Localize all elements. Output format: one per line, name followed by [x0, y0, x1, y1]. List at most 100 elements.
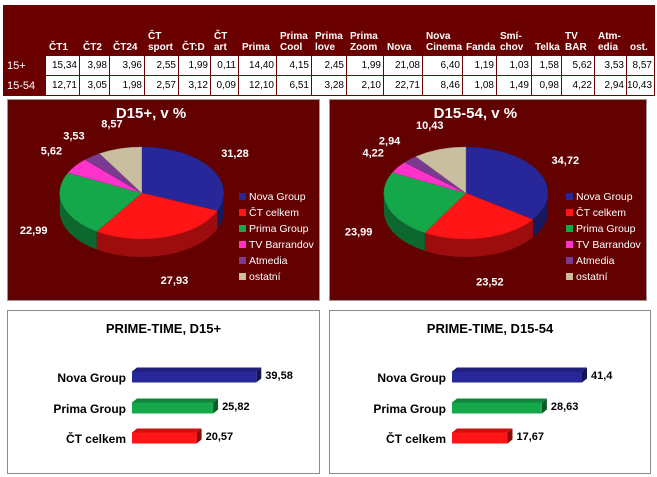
pie-value-label: 23,99 [345, 227, 373, 239]
legend-swatch [239, 225, 246, 232]
legend-label: Nova Group [249, 191, 306, 203]
column-header: ČT sport [144, 5, 179, 56]
table-corner-cell [3, 5, 46, 56]
pie-slices [59, 146, 224, 240]
table-cell: 1,03 [496, 55, 532, 76]
table-cell: 2,10 [346, 75, 384, 96]
bar-category-label: Nova Group [57, 371, 126, 385]
pie-side-walls [383, 193, 548, 257]
column-header: ČT:D [178, 5, 211, 56]
table-cell: 6,51 [276, 75, 312, 96]
pie-legend: Nova Group ČT celkem Prima Group TV Barrand… [566, 191, 642, 283]
pie-slice [99, 146, 142, 194]
table-cell: 0,11 [210, 55, 239, 76]
pie-chart-d15plus: D15+, v % 31,28 27,93 22,99 5,623,53 8,57 Nova… [20, 105, 315, 287]
legend-label: Atmedia [249, 255, 288, 267]
table-cell: 5,62 [561, 55, 595, 76]
legend-label: ČT celkem [576, 206, 626, 219]
table-header-row: ČT1 ČT2 ČT24 ČT sport ČT:D ČT art Prima … [3, 5, 655, 56]
bar-top-face [452, 398, 547, 403]
table-cell: 3,12 [178, 75, 211, 96]
pie-value-label: 4,22 [363, 148, 384, 160]
bar-value-label: 41,4 [591, 370, 613, 382]
legend-swatch [566, 225, 573, 232]
pie-side-walls [59, 193, 224, 257]
pie-panel-d15-54: D15-54, v % 34,72 23,52 23,99 4,22 2,94 10,43 N… [329, 99, 647, 301]
share-table: ČT1 ČT2 ČT24 ČT sport ČT:D ČT art Prima … [3, 5, 655, 96]
table-cell: 12,10 [238, 75, 277, 96]
bar-panel-prime-time-d15plus: PRIME-TIME, D15+ Nova Group 39,58 Prima Gro… [7, 310, 320, 474]
legend-label: ostatní [249, 271, 281, 283]
column-header: Prima love [311, 5, 347, 56]
legend-swatch [566, 193, 573, 200]
legend-swatch [239, 209, 246, 216]
pie-title: D15+, v % [116, 105, 186, 122]
pie-legend: Nova Group ČT celkem Prima Group TV Barrand… [239, 191, 315, 283]
table-cell: 4,22 [561, 75, 595, 96]
bar-value-label: 20,57 [206, 431, 234, 443]
table-cell: 10,43 [626, 75, 655, 96]
column-header: ČT art [210, 5, 239, 56]
bar [132, 432, 197, 444]
column-header: ČT24 [109, 5, 145, 56]
pie-title: D15-54, v % [434, 105, 517, 122]
legend-label: TV Barrandov [576, 239, 642, 251]
column-header: Atm-edia [594, 5, 627, 56]
pie-value-label: 27,93 [161, 275, 189, 287]
column-header: ost. [626, 5, 655, 56]
legend-swatch [566, 257, 573, 264]
pie-slice [383, 172, 467, 234]
bar-side-face [541, 398, 547, 414]
pie-value-label: 2,94 [379, 135, 401, 147]
table-cell: 21,08 [383, 55, 423, 76]
bar [132, 402, 214, 414]
bar-category-label: Nova Group [377, 371, 446, 385]
column-header: Nova Cinema [422, 5, 463, 56]
legend-swatch [239, 241, 246, 248]
table-cell: 3,96 [109, 55, 145, 76]
pie-slice [96, 192, 218, 240]
pie-slice [424, 192, 534, 240]
legend-swatch [239, 257, 246, 264]
bar-top-face [132, 398, 219, 403]
legend-swatch [239, 193, 246, 200]
table-cell: 4,15 [276, 55, 312, 76]
table-cell: 1,58 [531, 55, 562, 76]
pie-value-label: 34,72 [552, 155, 580, 167]
pie-slice-side [96, 210, 218, 257]
pie-value-label: 8,57 [101, 119, 122, 131]
bar-category-label: ČT celkem [386, 431, 446, 446]
bar-side-face [582, 367, 587, 383]
pie-value-label: 22,99 [20, 225, 48, 237]
pie-slice [141, 146, 224, 212]
legend-swatch [239, 273, 246, 280]
legend-label: Prima Group [249, 223, 309, 235]
bar-chart-prime-time-d15plus: PRIME-TIME, D15+ Nova Group 39,58 Prima Gro… [53, 321, 293, 446]
table-cell: 2,94 [594, 75, 627, 96]
pie-value-label: 5,62 [41, 145, 62, 157]
bar [452, 432, 508, 444]
table-cell: 3,05 [79, 75, 110, 96]
table-cell: 1,08 [462, 75, 497, 96]
bar-top-face [132, 428, 202, 433]
table-cell: 8,46 [422, 75, 463, 96]
bar-category-label: ČT celkem [66, 431, 126, 446]
column-header: Nova [383, 5, 423, 56]
table-cell: 3,98 [79, 55, 110, 76]
bar-value-label: 17,67 [516, 431, 544, 443]
pie-value-label: 10,43 [416, 120, 444, 132]
pie-slice-side [424, 219, 533, 257]
table-cell: 15,34 [45, 55, 80, 76]
pie-panel-d15plus: D15+, v % 31,28 27,93 22,99 5,62 3,53 8,57 Nova… [7, 99, 320, 301]
column-header: TV BAR [561, 5, 595, 56]
legend-label: ČT celkem [249, 206, 299, 219]
legend-label: Atmedia [576, 255, 615, 267]
bar-side-face [196, 428, 202, 444]
pie-slice-side [217, 193, 224, 229]
table-row: 15-54 12,71 3,05 1,98 2,57 3,12 0,09 12,… [3, 75, 655, 96]
column-header: Prima Zoom [346, 5, 384, 56]
bar-chart-prime-time-d15-54: PRIME-TIME, D15-54 Nova Group 41,4 Prima Gr… [373, 321, 613, 446]
table-cell: 8,57 [626, 55, 655, 76]
table-row: 15+ 15,34 3,98 3,96 2,55 1,99 0,11 14,40… [3, 55, 655, 76]
bar-category-label: Prima Group [373, 402, 446, 416]
